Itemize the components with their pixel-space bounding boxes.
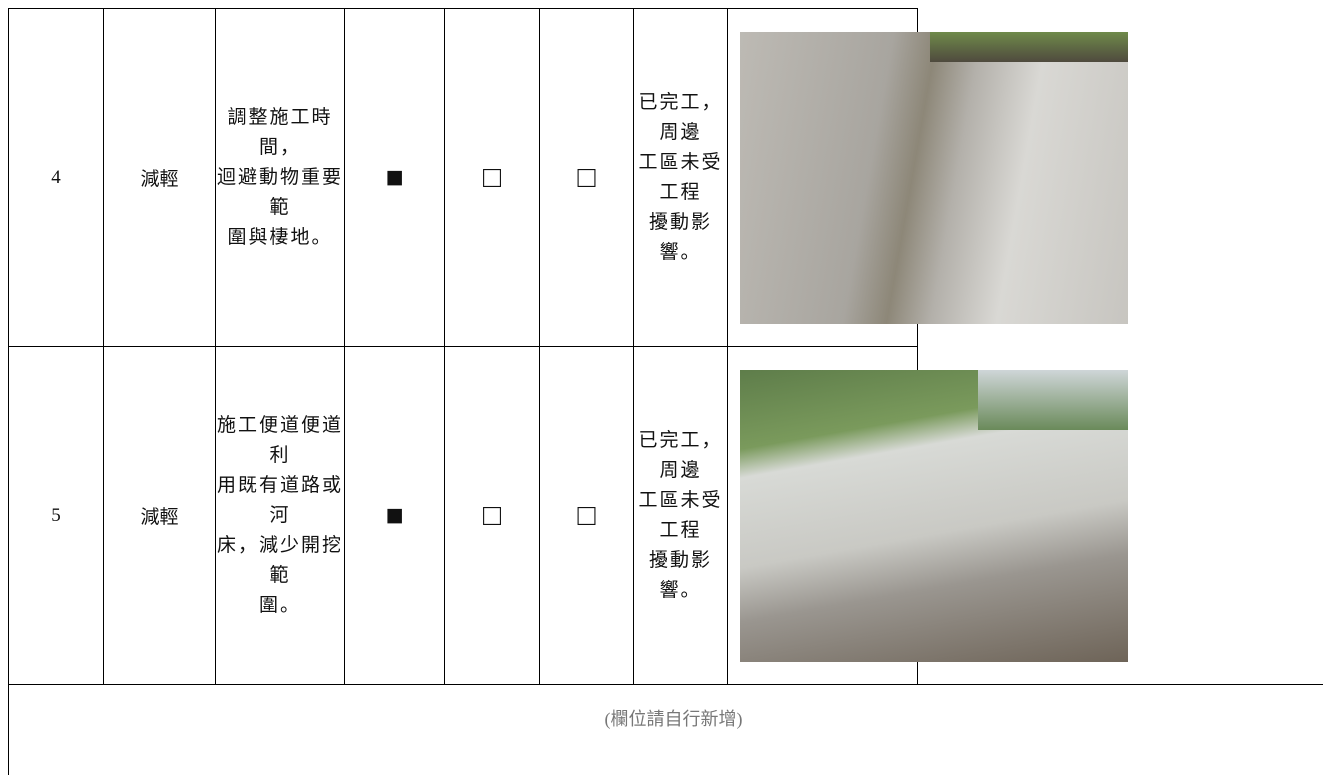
photo (740, 32, 1128, 324)
checkbox: □ (540, 347, 634, 685)
measure-line: 床，減少開挖範 (216, 531, 344, 591)
measure-line: 圍與棲地。 (216, 223, 344, 253)
checkbox: □ (445, 347, 540, 685)
measure-line: 施工便道便道利 (216, 411, 344, 471)
status-line: 工區未受工程 (634, 486, 727, 546)
checkbox: □ (540, 9, 634, 347)
status-line: 已完工，周邊 (634, 426, 727, 486)
measure-line: 調整施工時間， (216, 103, 344, 163)
photo-cell (728, 9, 918, 347)
item-type: 減輕 (104, 9, 216, 347)
status-line: 工區未受工程 (634, 148, 727, 208)
checkbox: ■ (345, 347, 445, 685)
status-line: 擾動影響。 (634, 546, 727, 606)
status-cell: 已完工，周邊工區未受工程擾動影響。 (634, 9, 728, 347)
measure-line: 迴避動物重要範 (216, 163, 344, 223)
status-line: 擾動影響。 (634, 208, 727, 268)
measure-line: 用既有道路或河 (216, 471, 344, 531)
checkbox: ■ (345, 9, 445, 347)
measure-cell: 調整施工時間，迴避動物重要範圍與棲地。 (216, 9, 345, 347)
footer-row: (欄位請自行新增) (9, 685, 1323, 775)
status-line: 已完工，周邊 (634, 88, 727, 148)
item-no: 5 (9, 347, 104, 685)
photo (740, 370, 1128, 662)
measure-line: 圍。 (216, 591, 344, 621)
item-type: 減輕 (104, 347, 216, 685)
footer-note: (欄位請自行新增) (9, 685, 1323, 775)
item-no: 4 (9, 9, 104, 347)
status-cell: 已完工，周邊工區未受工程擾動影響。 (634, 347, 728, 685)
page: {"table": {"rows": [ {"no": "4", "type":… (0, 0, 1323, 746)
checkbox: □ (445, 9, 540, 347)
photo-cell (728, 347, 918, 685)
measure-cell: 施工便道便道利用既有道路或河床，減少開挖範圍。 (216, 347, 345, 685)
